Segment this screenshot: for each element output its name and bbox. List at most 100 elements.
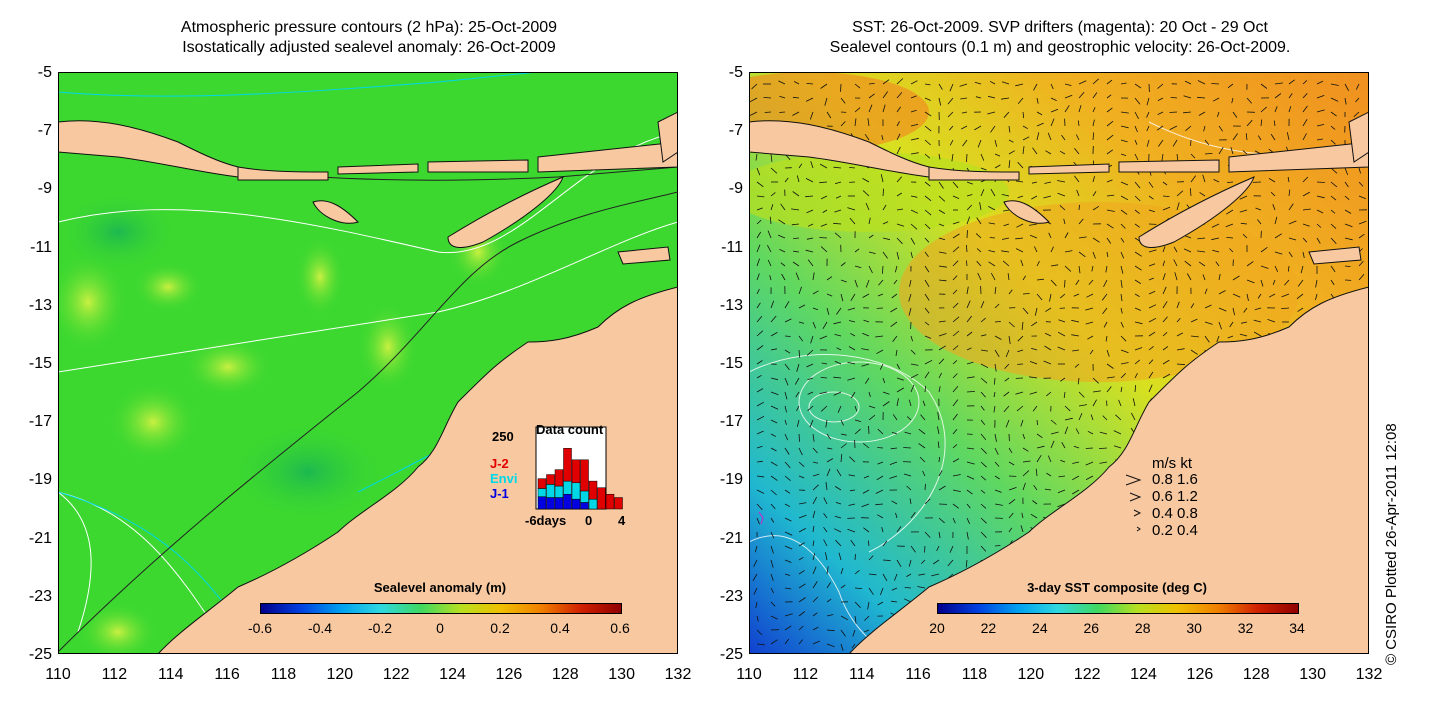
velocity-arrow [1246,279,1255,284]
velocity-arrow [924,237,930,243]
velocity-arrow [805,178,814,183]
velocity-arrow [1045,150,1052,155]
velocity-arrow [1098,447,1108,449]
velocity-arrow [1316,181,1325,183]
velocity-arrow [1092,78,1099,85]
velocity-arrow [812,640,820,645]
velocity-arrow [809,111,814,120]
velocity-arrow [1120,265,1124,274]
velocity-arrow [1268,293,1276,298]
velocity-arrow [1007,273,1010,281]
velocity-arrow [922,400,926,407]
velocity-arrow [980,531,987,538]
velocity-arrow [1061,134,1066,141]
left-title-line1: Atmospheric pressure contours (2 hPa): 2… [180,19,558,36]
velocity-arrow [1099,431,1108,435]
velocity-arrow [938,153,941,160]
velocity-arrow [1288,220,1297,225]
velocity-arrow [1022,470,1030,477]
velocity-arrow [1078,218,1084,225]
velocity-arrow [952,458,960,463]
velocity-arrow [952,246,960,253]
velocity-arrow [1257,135,1262,141]
velocity-arrow [1243,307,1248,313]
velocity-arrow [938,485,946,491]
velocity-arrow [994,164,1001,169]
velocity-legend-row-2: 0.6 1.2 [1152,488,1198,505]
velocity-arrow [756,288,760,295]
velocity-arrow [1036,293,1043,301]
velocity-arrow [868,93,875,99]
velocity-arrow [756,258,760,267]
velocity-arrow [966,503,971,509]
velocity-arrow [1146,97,1150,106]
velocity-arrow [1132,398,1136,407]
velocity-arrow [826,468,831,477]
left-colorbar-title: Sealevel anomaly (m) [373,580,507,595]
velocity-arrow [1216,335,1220,343]
velocity-arrow [1245,133,1248,141]
velocity-arrow [1148,277,1154,281]
velocity-arrow [854,554,856,561]
y-tick-label: -25 [28,646,52,663]
velocity-arrow [891,500,898,505]
velocity-arrow [834,232,842,239]
velocity-arrow [990,125,996,133]
velocity-arrow [1092,390,1101,393]
velocity-arrow [882,573,888,582]
velocity-arrow [1035,468,1038,477]
velocity-arrow [952,302,959,309]
velocity-arrow [784,363,790,371]
velocity-arrow [849,489,856,492]
velocity-arrow [833,222,842,225]
velocity-arrow [1358,273,1365,281]
velocity-arrow [784,391,788,400]
velocity-arrow [1257,293,1262,299]
x-tick-label: 118 [961,666,988,683]
velocity-arrow [938,386,941,393]
velocity-arrow [1218,125,1224,132]
velocity-arrow [994,321,1001,323]
velocity-arrow [1015,180,1024,183]
velocity-arrow [1092,132,1095,141]
velocity-arrow [806,83,814,85]
velocity-arrow [966,244,968,253]
velocity-arrow [980,317,986,323]
velocity-arrow [1183,248,1192,253]
velocity-arrow [798,625,804,631]
velocity-arrow [909,498,912,505]
velocity-arrow [881,526,884,533]
y-tick-label: -19 [719,471,743,489]
velocity-arrow [809,419,814,428]
velocity-arrow [784,489,791,494]
velocity-arrow [1134,359,1141,365]
velocity-arrow [1003,405,1010,413]
velocity-arrow [952,233,960,239]
velocity-arrow [938,195,946,202]
velocity-arrow [819,237,828,239]
velocity-arrow [836,469,842,477]
velocity-arrow [1050,246,1054,253]
velocity-arrow [1022,307,1029,315]
velocity-arrow [966,447,975,450]
velocity-arrow [1358,167,1361,174]
velocity-arrow [862,332,870,337]
velocity-arrow [966,286,969,295]
velocity-arrow [1148,345,1154,351]
land-australia [848,286,1369,654]
velocity-arrow [1296,293,1304,300]
velocity-arrow [1213,179,1220,183]
velocity-arrow [850,293,856,302]
velocity-arrow [756,316,763,323]
colorbar-tick-label: -0.2 [367,620,393,636]
velocity-arrow [1120,279,1123,288]
velocity-arrow [910,545,916,553]
velocity-arrow [1212,249,1220,253]
velocity-arrow [784,587,792,590]
velocity-arrow [988,222,996,225]
velocity-arrow [910,152,919,155]
velocity-arrow [994,433,997,442]
velocity-arrow [1302,251,1305,258]
velocity-arrow [1316,223,1322,228]
velocity-arrow [826,447,833,450]
